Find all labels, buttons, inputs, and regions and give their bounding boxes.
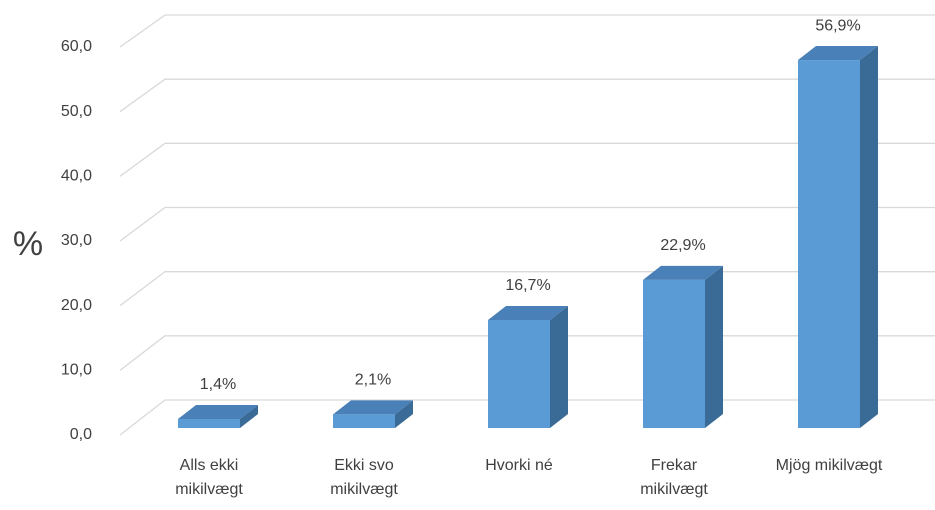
grid-line — [119, 78, 935, 113]
value-label: 1,4% — [200, 376, 236, 393]
y-tick-label: 20,0 — [61, 297, 92, 314]
x-tick-line: mikilvægt — [640, 481, 708, 498]
bar-side — [240, 404, 258, 428]
bar-front — [333, 414, 395, 428]
x-tick-label: Alls ekki mikilvægt — [175, 457, 243, 498]
bar — [488, 306, 568, 428]
bar-front — [643, 279, 705, 428]
bar-front — [178, 418, 240, 428]
value-label: 56,9% — [815, 17, 860, 34]
y-tick-label: 10,0 — [61, 362, 92, 379]
bar — [798, 46, 878, 429]
bar — [643, 265, 723, 428]
bar-top — [178, 404, 258, 419]
x-tick-line: Frekar — [651, 457, 698, 474]
bar-side — [395, 400, 413, 428]
grid-line — [119, 142, 935, 177]
y-axis-label: % — [13, 225, 43, 263]
bar-top — [798, 46, 878, 61]
x-tick-label: Hvorki né — [485, 457, 553, 474]
bar — [333, 400, 413, 428]
y-tick-label: 50,0 — [61, 103, 92, 120]
x-tick-line: Ekki svo — [334, 457, 394, 474]
value-label: 2,1% — [355, 372, 391, 389]
y-tick-label: 30,0 — [61, 232, 92, 249]
x-tick-line: mikilvægt — [175, 481, 243, 498]
value-label: 16,7% — [505, 277, 550, 294]
bar-front — [488, 320, 550, 428]
y-tick-label: 60,0 — [61, 38, 92, 55]
x-tick-line: Hvorki né — [485, 457, 553, 474]
bar-side — [705, 265, 723, 428]
value-label: 22,9% — [660, 237, 705, 254]
y-tick-label: 40,0 — [61, 168, 92, 185]
x-tick-label: Ekki svo mikilvægt — [330, 457, 398, 498]
x-tick-label: Mjög mikilvægt — [776, 457, 883, 474]
bar-side — [860, 46, 878, 429]
grid-line — [119, 14, 935, 48]
bar-top — [333, 400, 413, 415]
x-tick-line: mikilvægt — [330, 481, 398, 498]
x-tick-line: Alls ekki — [180, 457, 239, 474]
grid-line — [119, 206, 935, 242]
bar-front — [798, 60, 860, 429]
x-tick-line: Mjög mikilvægt — [776, 457, 883, 474]
bar — [178, 404, 258, 428]
x-tick-label: Frekar mikilvægt — [640, 457, 708, 498]
bar-top — [488, 306, 568, 321]
y-tick-label: 0,0 — [70, 426, 92, 443]
bar-side — [550, 306, 568, 428]
bar-top — [643, 265, 723, 280]
